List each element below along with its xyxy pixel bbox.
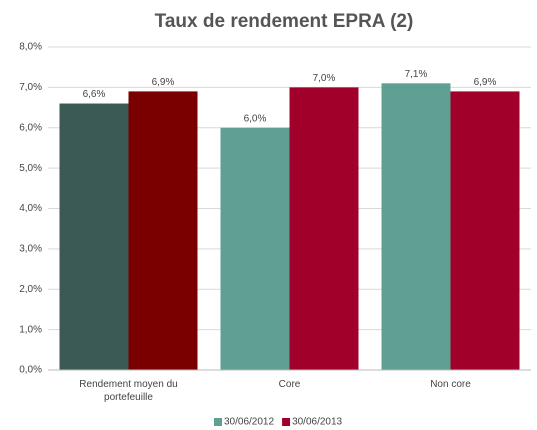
- legend-swatch: [214, 418, 222, 426]
- y-tick-label: 1,0%: [19, 324, 42, 335]
- y-tick-label: 6,0%: [19, 122, 42, 133]
- bar: [220, 127, 290, 370]
- data-label: 6,6%: [83, 89, 106, 100]
- legend-swatch: [282, 418, 291, 426]
- data-label: 7,1%: [405, 69, 428, 80]
- y-tick-label: 2,0%: [19, 284, 42, 295]
- y-tick-label: 0,0%: [19, 365, 42, 376]
- y-tick-label: 3,0%: [19, 244, 42, 255]
- bar: [59, 103, 129, 371]
- data-label: 7,0%: [313, 73, 336, 84]
- y-tick-label: 5,0%: [19, 163, 42, 174]
- data-label: 6,0%: [244, 113, 267, 124]
- y-tick-label: 8,0%: [19, 42, 42, 53]
- y-tick-label: 7,0%: [19, 82, 42, 93]
- legend-label: 30/06/2012: [224, 417, 274, 428]
- data-label: 6,9%: [474, 77, 497, 88]
- legend-label: 30/06/2013: [292, 417, 342, 428]
- bar: [381, 83, 451, 371]
- x-tick-label: Rendement moyen du portefeuille: [79, 379, 178, 403]
- chart-title: Taux de rendement EPRA (2): [155, 11, 414, 32]
- x-tick-label: Core: [278, 379, 301, 390]
- y-tick-label: 4,0%: [19, 203, 42, 214]
- x-tick-label: Non core: [430, 379, 471, 390]
- bar: [289, 87, 359, 370]
- bar: [450, 91, 520, 370]
- data-label: 6,9%: [152, 77, 175, 88]
- bar: [128, 91, 198, 370]
